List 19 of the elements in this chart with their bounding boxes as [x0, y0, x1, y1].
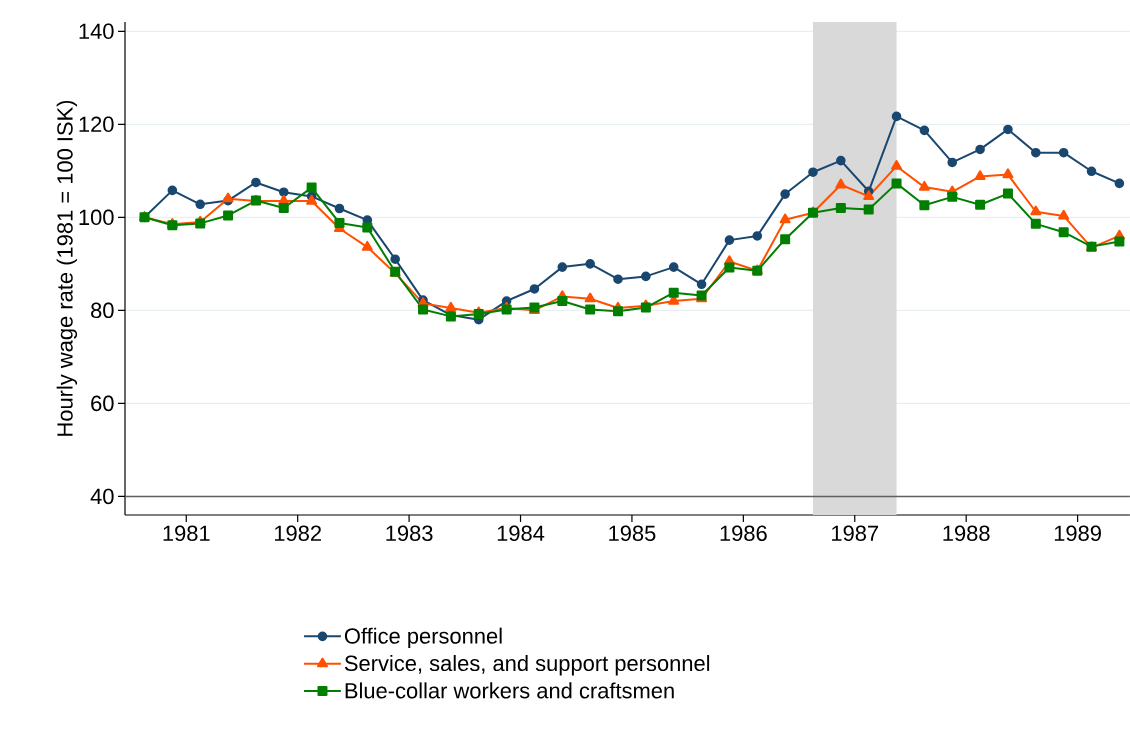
x-tick-label: 1985 — [609, 525, 656, 542]
x-tick-label: 1988 — [943, 525, 990, 542]
x-tick-label: 1983 — [386, 525, 433, 542]
x-tick-label: 1989 — [1054, 525, 1101, 542]
y-tick-label: 140 — [79, 23, 114, 40]
y-tick-label: 100 — [79, 209, 114, 226]
y-tick-label: 60 — [91, 395, 114, 412]
x-tick-label: 1982 — [274, 525, 321, 542]
x-tick-label: 1987 — [832, 525, 879, 542]
y-tick-label: 120 — [79, 116, 114, 133]
x-tick-label: 1984 — [497, 525, 545, 542]
x-tick-label: 1981 — [163, 525, 210, 542]
y-tick-label: 40 — [90, 488, 114, 505]
legend-label: Blue-collar workers and craftsmen — [345, 682, 674, 699]
legend-label: Service, sales, and support personnel — [344, 655, 710, 676]
y-axis-title: Hourly wage rate (1981 = 100 ISK) — [56, 100, 78, 436]
x-tick-label: 1986 — [720, 525, 767, 542]
legend-label: Office personnel — [344, 627, 502, 649]
y-tick-label: 80 — [91, 302, 114, 319]
